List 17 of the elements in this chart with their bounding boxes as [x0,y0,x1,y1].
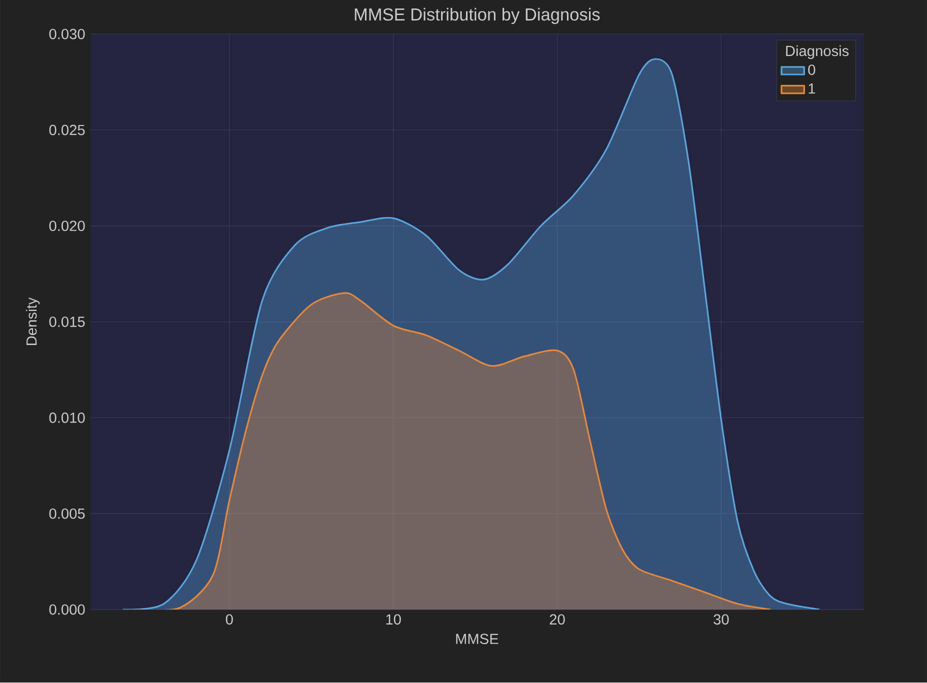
x-tick-label: 20 [550,614,565,625]
legend-label: 1 [808,84,816,94]
y-tick-label: 0.025 [49,125,85,136]
legend-title: Diagnosis [786,46,849,60]
y-tick-label: 0.005 [49,508,85,520]
y-tick-label: 0.030 [49,29,85,40]
x-tick-label: 0 [226,614,233,625]
x-tick-label: 30 [714,614,729,625]
legend-label: 0 [808,64,816,76]
y-axis-title: Density [26,298,40,346]
chart-title: MMSE Distribution by Diagnosis [354,8,600,24]
y-tick-label: 0.010 [49,412,85,424]
x-axis-title: MMSE [456,634,498,644]
y-tick-label: 0.020 [49,220,85,232]
y-tick-label: 0.000 [49,604,85,615]
y-tick-label: 0.015 [49,316,85,328]
x-tick-label: 10 [386,614,401,625]
